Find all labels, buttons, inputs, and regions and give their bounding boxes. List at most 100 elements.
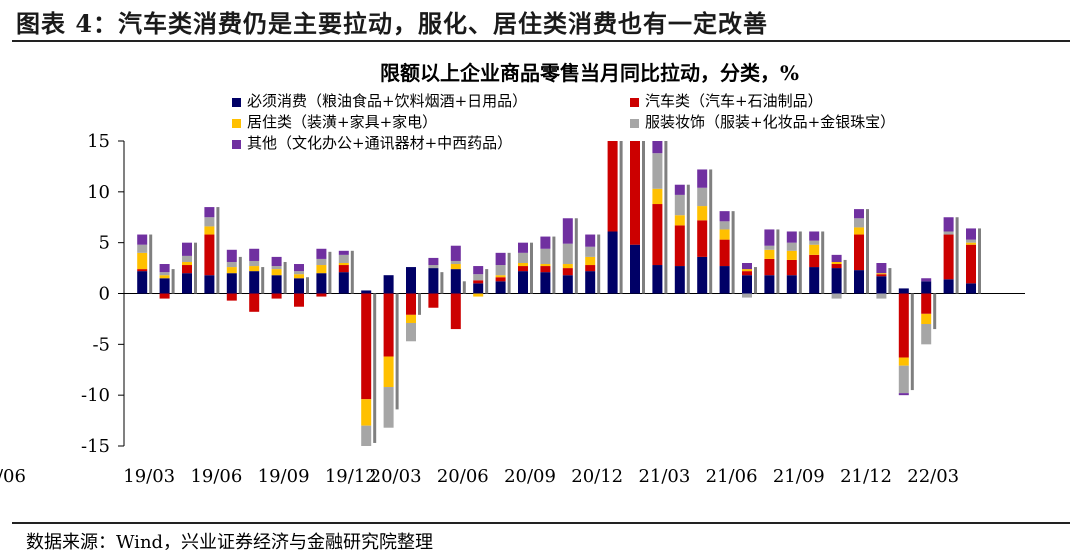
bar-total-marker [149,234,153,294]
x-tick-label: 21/03 [638,466,690,487]
bar-segment-housing [674,215,685,226]
bar-segment-apparel [428,265,439,269]
bar-segment-necessities [719,266,730,294]
bar-segment-auto [182,265,192,274]
bar-segment-necessities [742,275,752,294]
bar-total-marker [821,231,825,294]
bar-segment-apparel [450,260,461,265]
bar-segment-other [137,234,148,245]
bar-total-marker [888,268,892,294]
x-tick-label: 19/03 [123,466,175,487]
bar-segment-housing [697,206,708,221]
bar-total-marker [597,234,601,294]
bar-total-marker [238,256,242,294]
bar-segment-apparel [137,244,148,253]
y-tick-label: -5 [92,334,110,355]
legend-swatch-necessities [232,97,241,107]
y-tick-label: -10 [81,385,110,406]
bar-total-marker [776,229,780,294]
bar-segment-housing [182,261,192,266]
legend-label-other: 其他（文化办公+通讯器材+中西药品） [247,134,513,152]
bar-segment-apparel [562,243,573,265]
bar-segment-auto [204,234,215,276]
bar-segment-housing [159,275,170,279]
bar-segment-other [450,245,461,261]
bar-segment-apparel [742,293,752,298]
bar-total-marker [462,281,466,294]
legend-swatch-auto [630,97,639,107]
bar-segment-necessities [966,283,976,294]
x-tick-label: 21/09 [773,466,825,487]
bar-segment-apparel [585,246,596,257]
bar-segment-other [473,266,484,275]
bar-segment-housing [898,357,909,366]
bar-segment-necessities [898,288,909,294]
bar-total-marker [933,293,937,330]
bar-segment-auto [764,258,775,276]
bar-segment-apparel [406,322,416,342]
bar-segment-necessities [921,281,932,294]
bar-segment-other [786,231,797,243]
bar-segment-other [854,209,864,219]
bar-segment-housing [249,266,260,272]
bar-segment-other [540,236,551,249]
bar-total-marker [843,259,847,294]
bar-segment-apparel [831,293,842,299]
bar-segment-necessities [831,268,842,294]
bar-segment-housing [854,227,864,235]
bar-segment-apparel [495,265,506,276]
bar-segment-necessities [204,275,215,294]
bar-segment-apparel [159,272,170,276]
bar-segment-necessities [607,231,618,294]
bar-segment-housing [294,274,304,279]
bar-segment-housing [518,263,528,267]
bar-total-marker [709,169,713,294]
bar-segment-apparel [518,252,528,263]
bar-total-marker [328,251,332,294]
bar-segment-necessities [630,244,640,294]
bar-segment-housing [652,188,663,205]
bar-segment-apparel [338,254,349,263]
bar-segment-auto [137,269,148,272]
bar-segment-auto [674,225,685,267]
bar-segment-auto [450,293,461,330]
bar-total-marker [664,141,668,294]
bar-total-marker [306,277,309,294]
bar-segment-other [652,141,663,154]
bar-segment-auto [338,265,349,273]
x-tick-label: 19/06 [190,466,242,487]
bar-segment-housing [406,314,416,323]
bar-segment-other [898,393,909,396]
x-tick-label: 19/09 [258,466,310,487]
bar-segment-other [159,264,170,273]
bar-segment-auto [607,141,618,232]
legend-swatch-other [232,139,241,149]
y-tick-label: -15 [81,436,110,457]
bar-segment-other [966,228,976,240]
y-tick-label: 0 [99,284,110,305]
legend-label-necessities: 必须消费（粮油食品+饮料烟酒+日用品） [247,92,528,110]
x-tick-label: 22/03 [907,466,959,487]
bar-segment-apparel [921,324,932,345]
bar-segment-housing [137,252,148,270]
bar-segment-other [182,242,192,256]
bar-total-marker [754,267,757,294]
bar-segment-auto [854,234,864,271]
x-tick-label: 20/06 [437,466,489,487]
bar-total-marker [619,141,623,294]
bar-segment-necessities [786,275,797,294]
x-tick-label: 21/12 [840,466,892,487]
bar-segment-apparel [809,240,820,245]
bar-segment-apparel [249,260,260,267]
bar-segment-other [697,169,708,188]
bar-segment-other [764,229,775,246]
bar-total-marker [485,269,489,294]
bar-total-marker [350,250,354,294]
bar-segment-auto [742,271,752,276]
bar-segment-necessities [495,281,506,294]
bar-segment-other [338,250,349,255]
bar-total-marker [642,141,645,294]
bar-segment-auto [630,141,640,245]
bar-segment-housing [204,226,215,235]
bar-segment-necessities [428,268,439,294]
